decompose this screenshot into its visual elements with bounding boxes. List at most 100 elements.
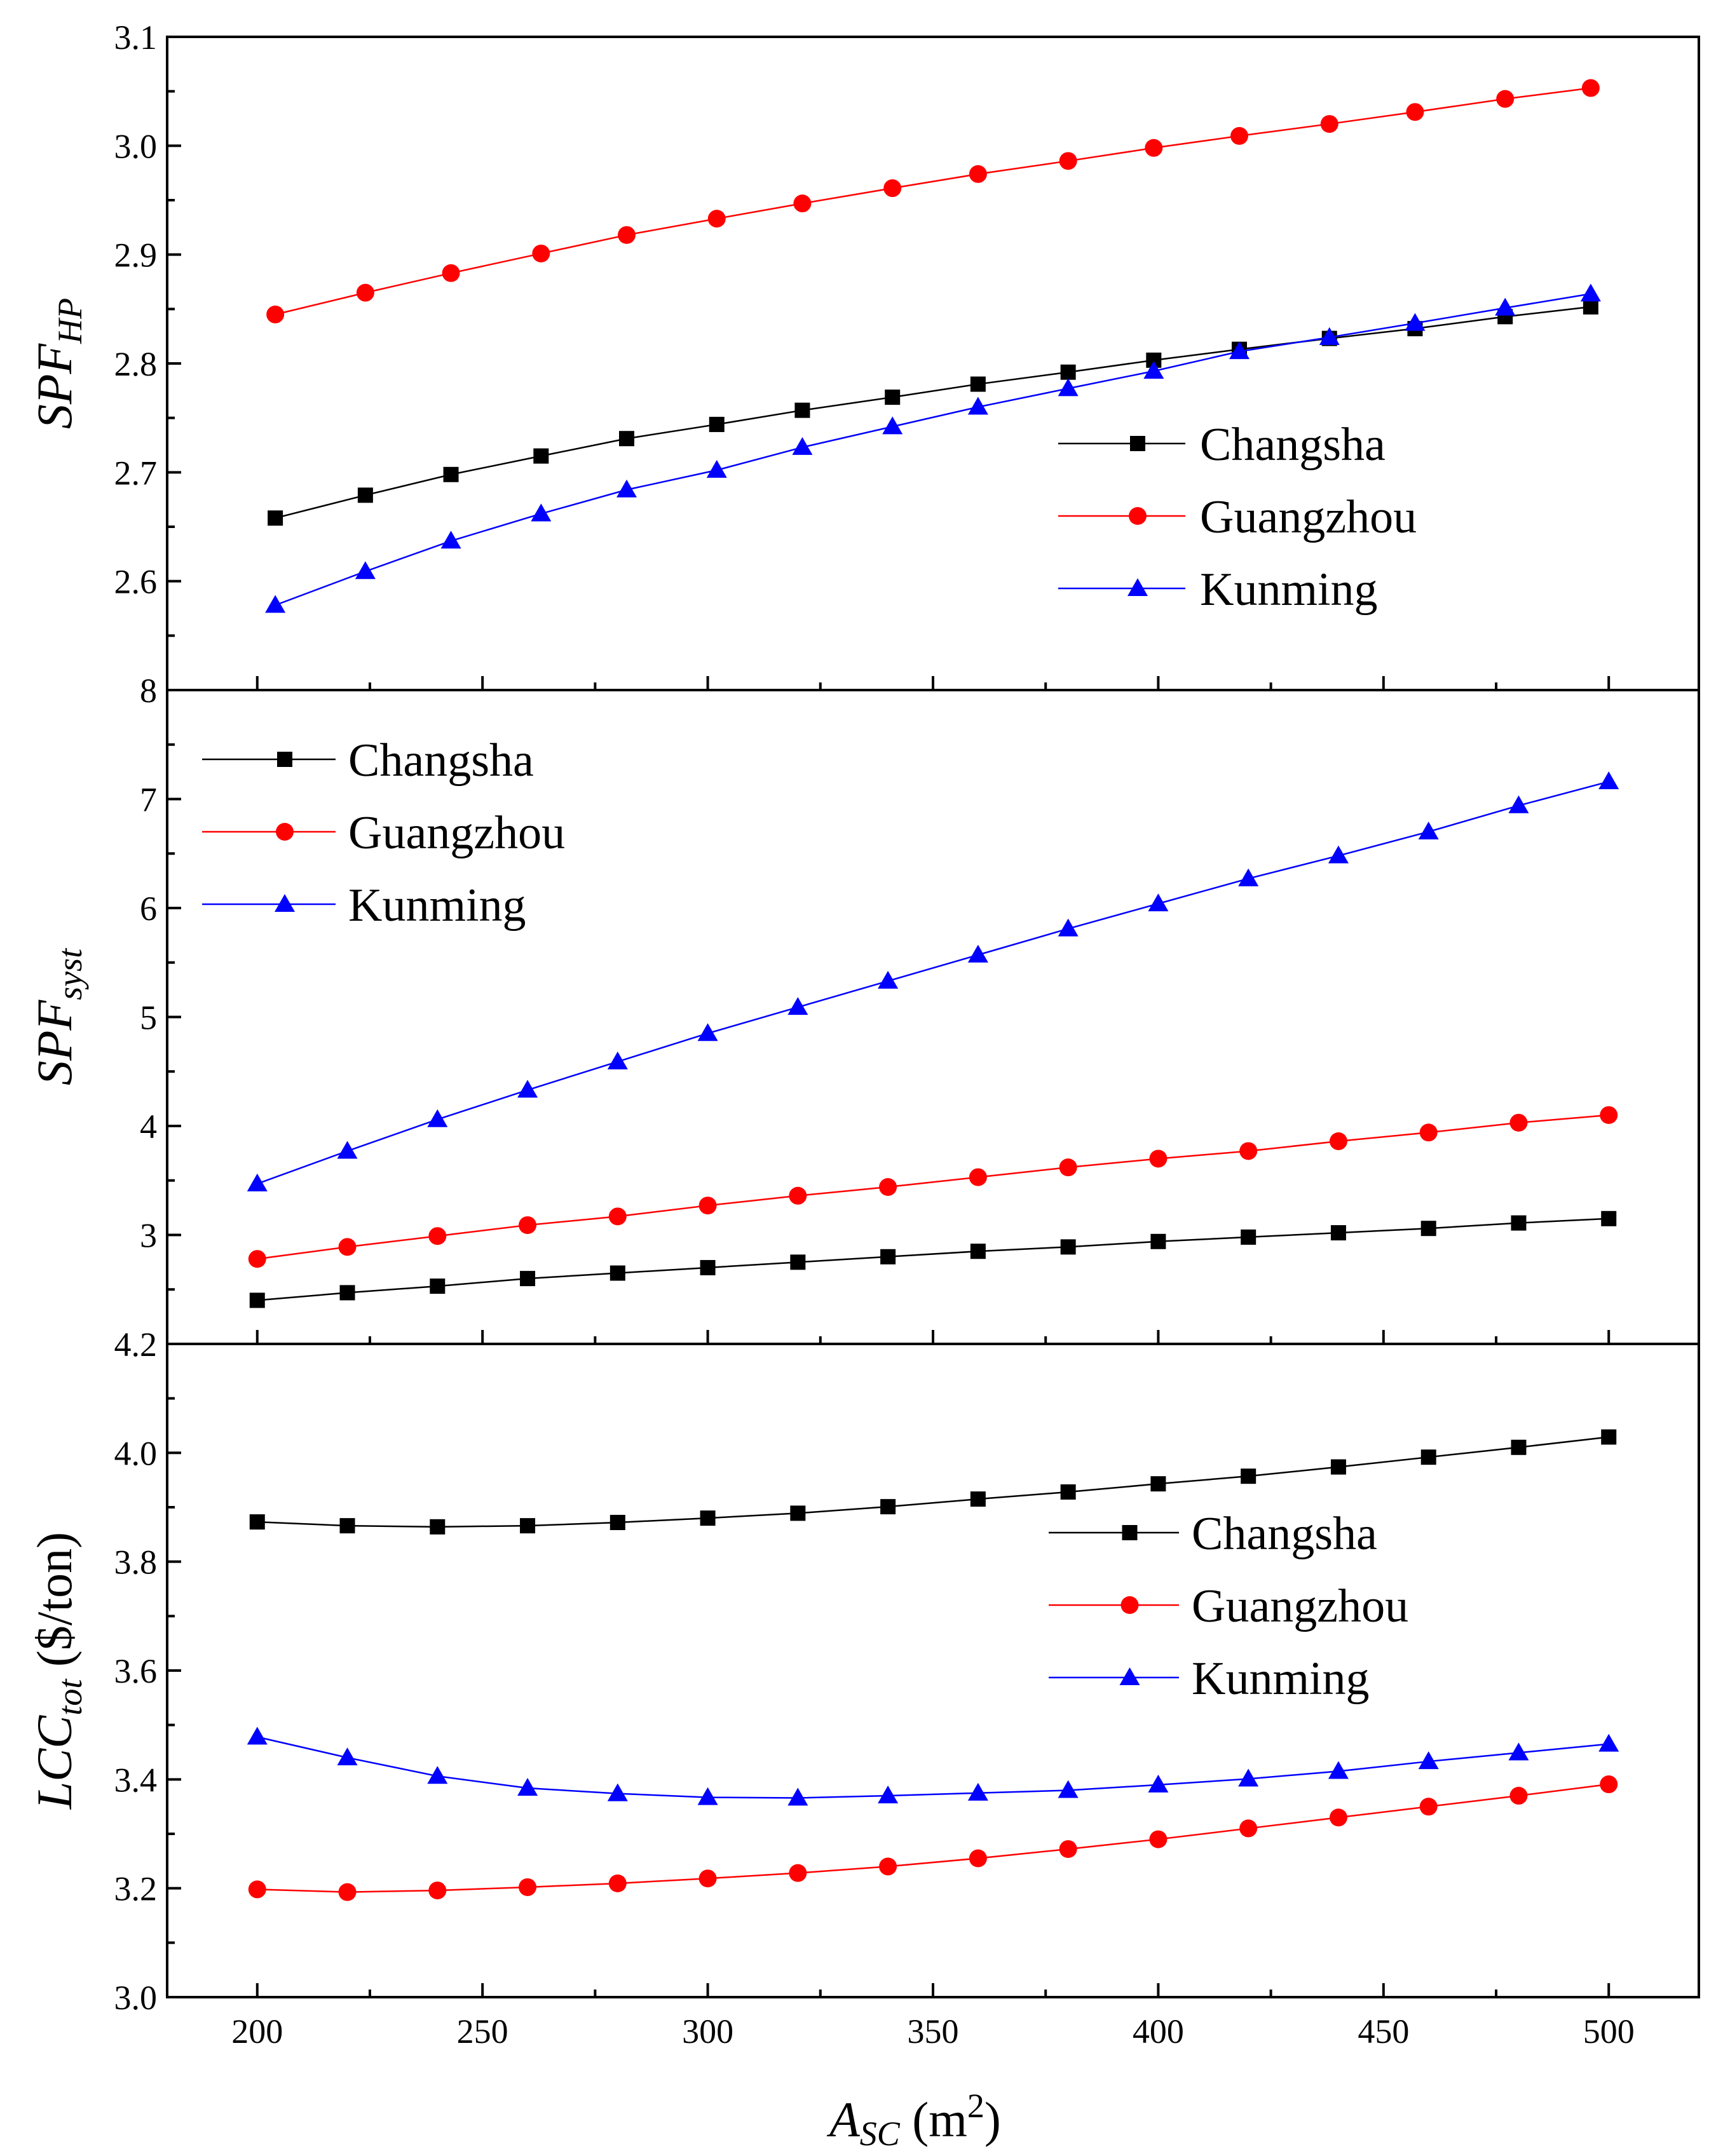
data-point	[249, 1292, 265, 1308]
data-point	[248, 1250, 266, 1268]
data-point	[970, 1491, 986, 1507]
y-axis-title: LCCtot ($/ton)	[27, 1532, 89, 1810]
x-axis-title-unit-sup: 2	[967, 2087, 984, 2125]
data-point	[967, 397, 988, 415]
data-point	[1598, 1733, 1619, 1752]
data-point	[1229, 341, 1250, 360]
data-point	[1150, 1476, 1166, 1492]
data-point	[1149, 1149, 1168, 1168]
data-point	[790, 1505, 806, 1521]
data-point	[789, 1864, 807, 1882]
data-point	[789, 1186, 807, 1205]
data-point	[520, 1518, 536, 1534]
data-point	[885, 390, 901, 405]
data-point	[1328, 845, 1349, 864]
data-point	[266, 305, 285, 323]
data-point	[337, 1747, 358, 1766]
x-tick-label: 350	[908, 2012, 959, 2051]
data-point	[519, 1878, 537, 1896]
data-point	[969, 1168, 987, 1186]
data-point	[1508, 1742, 1529, 1761]
y-tick-label: 3.2	[114, 1870, 158, 1908]
data-point	[427, 1766, 448, 1784]
data-point	[430, 1278, 446, 1294]
data-point	[1239, 1819, 1258, 1838]
data-point	[1511, 1215, 1527, 1231]
x-tick-label: 500	[1583, 2012, 1635, 2051]
data-point	[616, 479, 637, 498]
data-point	[969, 165, 987, 183]
data-point	[1496, 90, 1515, 108]
legend-label: Changsha	[348, 735, 534, 787]
data-point	[610, 1265, 625, 1281]
legend-label: Guangzhou	[348, 807, 565, 859]
data-point	[1241, 1229, 1256, 1245]
legend-label: Guangzhou	[1192, 1580, 1408, 1632]
data-point	[698, 1869, 717, 1888]
data-point	[698, 1197, 717, 1215]
data-point	[1601, 1210, 1617, 1226]
y-axis-title-sub: HP	[51, 298, 89, 344]
chart-panel-3: 3.0 3.2 3.4 3.6 3.8 4.0 4.2 200 250 300 350 400 450 5…	[27, 1325, 1700, 2051]
legend-label: Kunming	[348, 879, 526, 932]
legend-marker	[1130, 436, 1145, 451]
data-point	[707, 210, 726, 228]
chart-panel-2: 3 4 5 6 7 8 SPFsyst Changsha Guangzhou Kunming	[27, 672, 1700, 1345]
data-point	[531, 503, 552, 522]
legend-marker	[276, 823, 294, 841]
series-changsha	[249, 1210, 1617, 1308]
data-point	[607, 1051, 628, 1069]
data-point	[339, 1285, 355, 1301]
data-point	[878, 1786, 899, 1804]
series-kunming	[247, 771, 1619, 1191]
x-tick-label: 300	[682, 2012, 733, 2051]
legend-marker	[1122, 1525, 1138, 1540]
data-point	[792, 437, 813, 455]
series-line-kunming	[257, 1736, 1609, 1799]
legend-label: Changsha	[1192, 1508, 1377, 1560]
x-tick-label: 250	[457, 2012, 508, 2051]
series-guangzhou	[248, 1775, 1618, 1901]
legend-marker	[1129, 507, 1147, 525]
y-tick-label: 3.8	[114, 1543, 158, 1582]
series-kunming	[265, 283, 1601, 613]
series-line-kunming	[257, 780, 1609, 1185]
data-point	[1583, 299, 1598, 315]
legend-label: Guangzhou	[1200, 491, 1417, 543]
data-point	[1581, 79, 1600, 97]
series-guangzhou	[266, 79, 1600, 323]
x-tick-label: 450	[1358, 2012, 1409, 2051]
data-point	[443, 466, 459, 482]
data-point	[1059, 152, 1077, 170]
y-tick-label: 3	[140, 1217, 157, 1255]
x-axis-title-unit: (m	[900, 2092, 967, 2147]
legend-marker	[277, 752, 292, 767]
data-point	[970, 1244, 986, 1259]
data-point	[790, 1254, 806, 1270]
data-point	[1148, 1774, 1169, 1793]
y-tick-label: 3.1	[114, 18, 158, 57]
data-point	[1330, 1225, 1346, 1241]
series-line-changsha	[257, 1217, 1609, 1301]
data-point	[1598, 771, 1619, 790]
data-point	[700, 1510, 716, 1526]
data-point	[618, 226, 636, 244]
y-tick-label: 2.9	[114, 236, 158, 275]
data-point	[619, 431, 634, 447]
data-point	[1148, 893, 1169, 912]
y-tick-label: 4	[140, 1108, 157, 1146]
data-point	[1418, 821, 1439, 839]
series-changsha	[268, 299, 1598, 526]
data-point	[427, 1109, 448, 1127]
data-point	[248, 1880, 266, 1899]
data-point	[967, 1782, 988, 1801]
data-point	[520, 1271, 536, 1287]
data-point	[607, 1783, 628, 1801]
data-point	[1239, 1142, 1258, 1160]
data-point	[1060, 1484, 1076, 1500]
x-axis-title-unit-close: )	[984, 2092, 1001, 2147]
data-point	[882, 416, 903, 435]
data-point	[1319, 327, 1340, 345]
data-point	[787, 1787, 808, 1806]
